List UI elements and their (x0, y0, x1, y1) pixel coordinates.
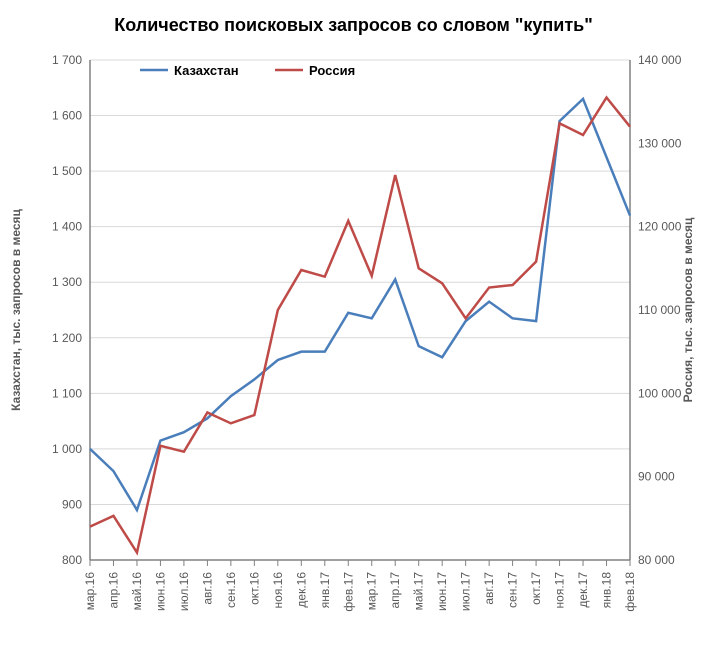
y-left-label: Казахстан, тыс. запросов в месяц (9, 208, 23, 410)
x-category-label: май.17 (412, 572, 426, 611)
y-left-tick-label: 1 700 (52, 53, 82, 67)
y-right-label: Россия, тыс. запросов в месяц (681, 217, 695, 402)
y-left-tick-label: 1 600 (52, 109, 82, 123)
y-right-tick-label: 140 000 (638, 53, 682, 67)
x-category-label: фев.17 (341, 572, 355, 612)
x-category-label: окт.16 (247, 572, 261, 605)
x-category-label: июн.16 (153, 572, 167, 611)
y-left-tick-label: 1 300 (52, 275, 82, 289)
y-right-tick-label: 110 000 (638, 303, 681, 317)
y-left-tick-label: 800 (62, 553, 82, 567)
x-category-label: авг.17 (482, 572, 496, 605)
y-right-tick-label: 130 000 (638, 136, 682, 150)
x-category-label: ноя.17 (553, 572, 567, 609)
y-left-tick-label: 1 000 (52, 442, 82, 456)
y-right-tick-label: 100 000 (638, 386, 682, 400)
x-category-label: мар.16 (83, 572, 97, 611)
y-left-tick-label: 1 400 (52, 220, 82, 234)
x-category-label: апр.16 (106, 572, 120, 609)
x-category-label: дек.17 (576, 572, 590, 608)
x-category-label: июл.16 (177, 572, 191, 611)
x-category-label: мар.17 (365, 572, 379, 611)
y-right-tick-label: 80 000 (638, 553, 675, 567)
x-category-label: апр.17 (388, 572, 402, 609)
y-right-tick-label: 90 000 (638, 470, 675, 484)
series-Россия (90, 98, 630, 553)
x-category-label: янв.18 (600, 572, 614, 609)
chart-title: Количество поисковых запросов со словом … (0, 15, 707, 36)
x-category-label: окт.17 (529, 572, 543, 605)
x-category-label: янв.17 (318, 572, 332, 609)
x-category-label: июн.17 (435, 572, 449, 611)
x-category-label: ноя.16 (271, 572, 285, 609)
x-category-label: май.16 (130, 572, 144, 611)
x-category-label: авг.16 (200, 572, 214, 605)
y-left-tick-label: 1 500 (52, 164, 82, 178)
y-left-tick-label: 1 200 (52, 331, 82, 345)
chart-container: Количество поисковых запросов со словом … (0, 0, 707, 660)
x-category-label: сен.16 (224, 572, 238, 608)
x-category-label: сен.17 (506, 572, 520, 608)
y-left-tick-label: 900 (62, 497, 82, 511)
legend-label: Казахстан (174, 63, 239, 78)
y-left-tick-label: 1 100 (52, 386, 82, 400)
chart-svg: 800 900 1 000 1 100 1 200 1 300 1 400 1 500 1 60… (0, 0, 707, 660)
x-category-label: дек.16 (294, 572, 308, 608)
y-right-tick-label: 120 000 (638, 220, 682, 234)
x-category-label: июл.17 (459, 572, 473, 611)
legend-label: Россия (309, 63, 355, 78)
x-category-label: фев.18 (623, 572, 637, 612)
